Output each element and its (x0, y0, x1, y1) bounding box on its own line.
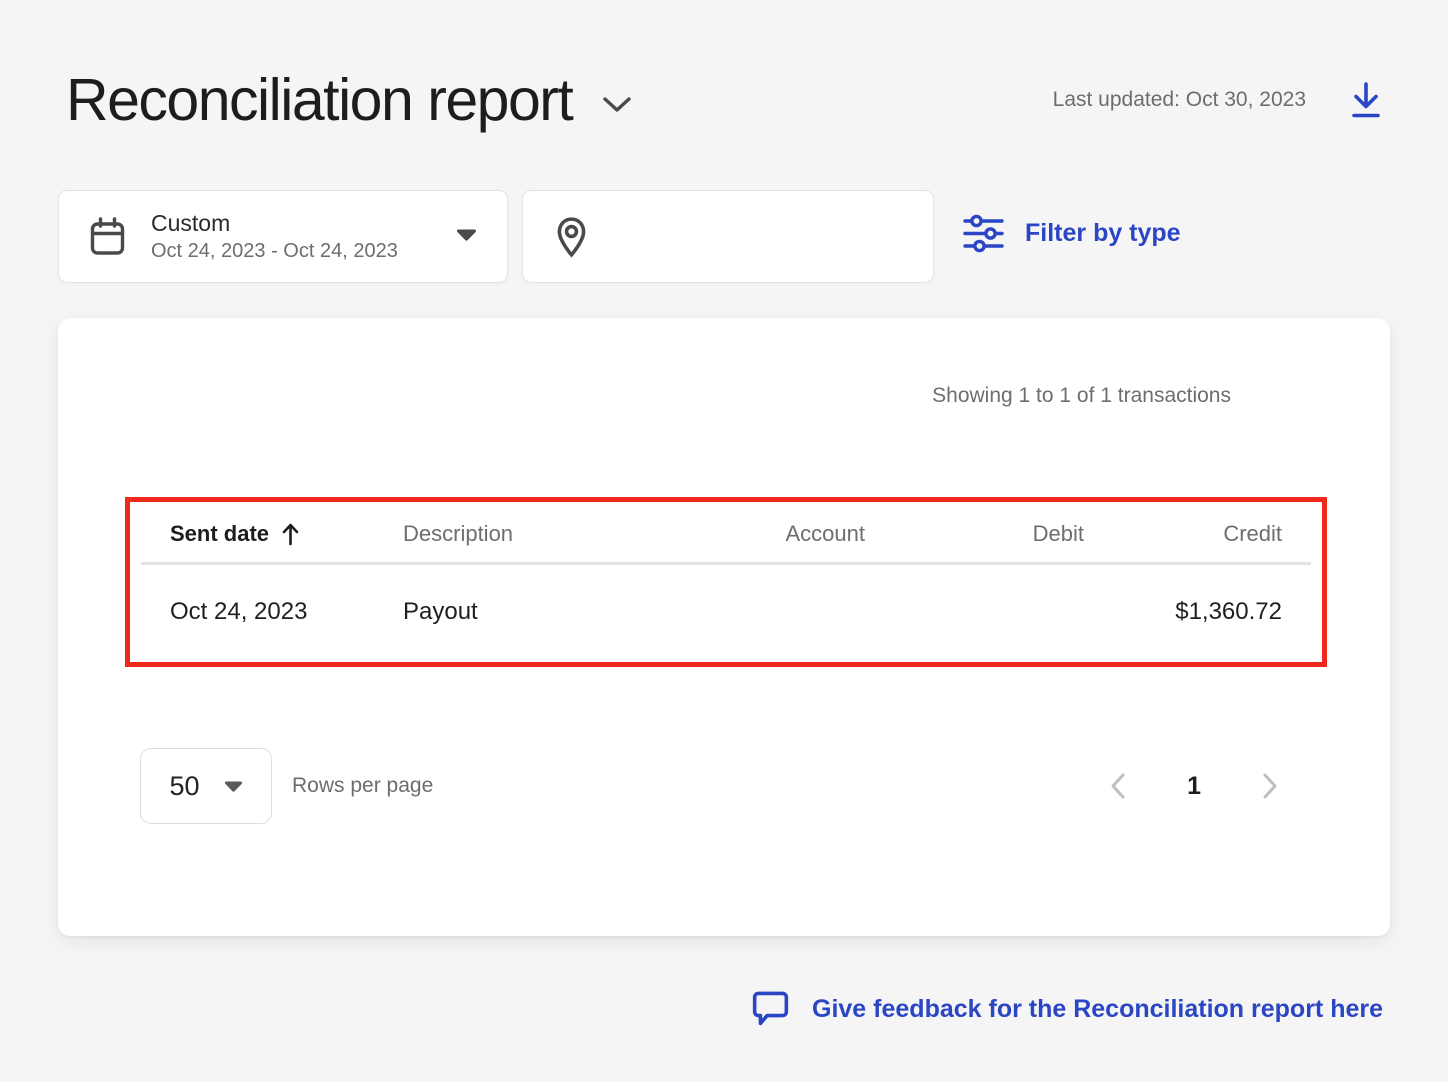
last-updated-text: Last updated: Oct 30, 2023 (1052, 88, 1306, 111)
calendar-icon (90, 216, 125, 255)
filter-by-type-button[interactable]: Filter by type (963, 214, 1181, 253)
chevron-down-icon (603, 96, 632, 112)
cell-credit: $1,360.72 (1175, 598, 1282, 625)
table-header-row: Sent date Description Account Debit Cred… (130, 502, 1322, 562)
date-range-value: Oct 24, 2023 - Oct 24, 2023 (151, 240, 398, 262)
location-pin-icon (557, 216, 586, 258)
date-range-selector[interactable]: Custom Oct 24, 2023 - Oct 24, 2023 (58, 190, 508, 283)
page-header: Reconciliation report Last updated: Oct … (66, 58, 1382, 142)
feedback-link[interactable]: Give feedback for the Reconciliation rep… (750, 988, 1383, 1030)
date-range-preset: Custom (151, 210, 231, 236)
transactions-table-highlighted: Sent date Description Account Debit Cred… (125, 497, 1327, 667)
download-button[interactable] (1350, 81, 1382, 119)
cell-sent-date: Oct 24, 2023 (170, 598, 308, 625)
title-dropdown-button[interactable] (602, 96, 632, 119)
chevron-left-icon (1111, 773, 1125, 799)
transactions-card: Showing 1 to 1 of 1 transactions Sent da… (58, 318, 1390, 936)
column-header-debit[interactable]: Debit (1032, 521, 1084, 546)
download-icon (1352, 82, 1380, 118)
location-filter[interactable] (522, 190, 934, 283)
sort-ascending-icon (282, 523, 299, 546)
column-header-sent-date[interactable]: Sent date (170, 521, 403, 547)
table-row[interactable]: Oct 24, 2023 Payout $1,360.72 (130, 565, 1322, 659)
header-right: Last updated: Oct 30, 2023 (1053, 81, 1382, 119)
filter-bar: Custom Oct 24, 2023 - Oct 24, 2023 (58, 190, 1390, 283)
feedback-link-label: Give feedback for the Reconciliation rep… (812, 994, 1383, 1023)
page-title: Reconciliation report (66, 67, 574, 133)
chevron-right-icon (1263, 773, 1277, 799)
table-header-divider (141, 562, 1311, 565)
speech-bubble-icon (752, 991, 789, 1026)
caret-down-icon (456, 228, 477, 246)
column-header-description[interactable]: Description (403, 521, 514, 546)
cell-description: Payout (403, 598, 478, 625)
sent-date-header-label: Sent date (170, 521, 270, 546)
filter-sliders-icon (963, 214, 1004, 253)
current-page-number: 1 (1187, 771, 1201, 800)
page-navigation: 1 (1107, 770, 1281, 802)
rows-per-page-select[interactable]: 50 (140, 748, 272, 824)
rows-per-page-label: Rows per page (292, 774, 434, 797)
results-summary: Showing 1 to 1 of 1 transactions (932, 384, 1231, 407)
previous-page-button[interactable] (1107, 770, 1129, 802)
next-page-button[interactable] (1259, 770, 1281, 802)
rows-per-page-value: 50 (169, 770, 200, 801)
column-header-account[interactable]: Account (785, 521, 866, 546)
caret-down-icon (224, 781, 242, 792)
filter-by-type-label: Filter by type (1025, 219, 1181, 247)
pagination-bar: 50 Rows per page 1 (140, 748, 1327, 824)
column-header-credit[interactable]: Credit (1223, 521, 1282, 546)
location-input[interactable] (608, 224, 901, 249)
date-range-texts: Custom Oct 24, 2023 - Oct 24, 2023 (151, 210, 398, 263)
